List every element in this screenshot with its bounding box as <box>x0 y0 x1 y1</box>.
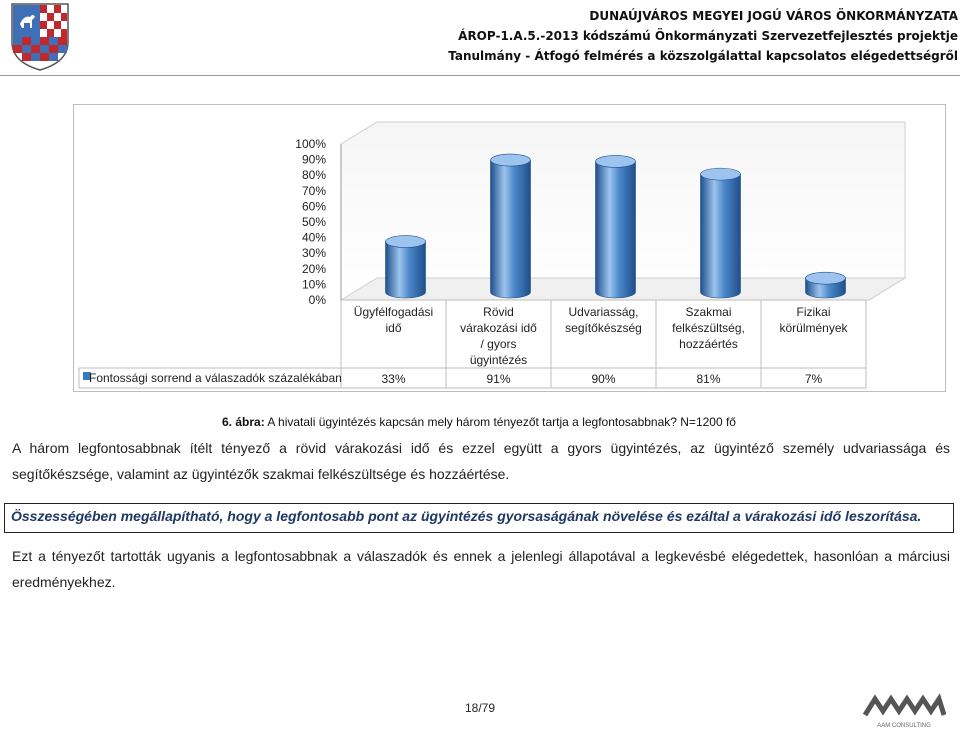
bar-cylinder <box>700 173 741 299</box>
category-label: Szakmai <box>685 305 731 319</box>
category-label: várakozási idő <box>460 321 537 335</box>
legend-key <box>83 372 91 380</box>
y-tick-label: 90% <box>302 153 326 167</box>
bar-value-label: 91% <box>486 372 510 386</box>
highlight-box: Összességében megállapítható, hogy a leg… <box>4 503 954 533</box>
figure-caption-label: 6. ábra: <box>222 415 265 429</box>
category-label: ügyintézés <box>470 353 527 367</box>
bar-cap <box>385 235 426 248</box>
bar-cylinder <box>385 241 426 299</box>
document-header: DUNAÚJVÁROS MEGYEI JOGÚ VÁROS ÖNKORMÁNYZ… <box>448 6 958 66</box>
y-tick-label: 40% <box>302 231 326 245</box>
category-label: felkészültség, <box>672 321 745 335</box>
legend-series-name: Fontossági sorrend a válaszadók százalék… <box>89 371 342 385</box>
y-tick-label: 30% <box>302 246 326 260</box>
category-label: idő <box>385 321 401 335</box>
header-project: ÁROP-1.A.5.-2013 kódszámú Önkormányzati … <box>458 29 958 43</box>
y-tick-label: 100% <box>295 137 326 151</box>
bar-cap <box>805 271 846 285</box>
bar-cylinder <box>595 161 636 299</box>
bar-value-label: 90% <box>591 372 615 386</box>
bar-cap <box>700 167 741 181</box>
category-label: segítőkészség <box>565 321 642 335</box>
bar-value-label: 33% <box>381 372 405 386</box>
y-tick-label: 80% <box>302 168 326 182</box>
figure-caption-text: A hivatali ügyintézés kapcsán mely három… <box>264 415 736 429</box>
bar-value-label: 81% <box>696 372 720 386</box>
y-tick-label: 70% <box>302 184 326 198</box>
header-study-title: Tanulmány - Átfogó felmérés a közszolgál… <box>448 49 958 63</box>
aam-consulting-logo: AAM CONSULTING <box>862 693 946 729</box>
y-tick-label: 60% <box>302 199 326 213</box>
header-divider <box>0 75 960 76</box>
category-label: körülmények <box>779 321 848 335</box>
bar-cap <box>490 153 531 167</box>
logo-text: AAM CONSULTING <box>877 723 931 729</box>
category-label: Ügyfélfogadási <box>354 305 433 319</box>
body-paragraph-2: Ezt a tényezőt tartották ugyanis a legfo… <box>12 548 950 590</box>
category-label: hozzáértés <box>679 337 738 351</box>
bar-value-label: 7% <box>805 372 823 386</box>
bar-cap <box>595 155 636 168</box>
category-label: Rövid <box>483 305 514 319</box>
importance-bar-chart: 0%10%20%30%40%50%60%70%80%90%100%Fontoss… <box>73 104 946 392</box>
y-tick-label: 10% <box>302 277 326 291</box>
y-tick-label: 50% <box>302 215 326 229</box>
category-label: / gyors <box>480 337 516 351</box>
body-paragraph-1: A három legfontosabbnak ítélt tényező a … <box>12 440 950 482</box>
page-number: 18/79 <box>464 701 496 715</box>
category-label: Fizikai <box>796 305 830 319</box>
y-tick-label: 0% <box>309 293 327 307</box>
city-crest-logo <box>11 3 69 71</box>
header-organization: DUNAÚJVÁROS MEGYEI JOGÚ VÁROS ÖNKORMÁNYZ… <box>589 9 958 23</box>
category-label: Udvariasság, <box>568 305 638 319</box>
bar-cylinder <box>490 159 531 299</box>
figure-caption: 6. ábra: A hivatali ügyintézés kapcsán m… <box>222 415 736 429</box>
y-tick-label: 20% <box>302 262 326 276</box>
